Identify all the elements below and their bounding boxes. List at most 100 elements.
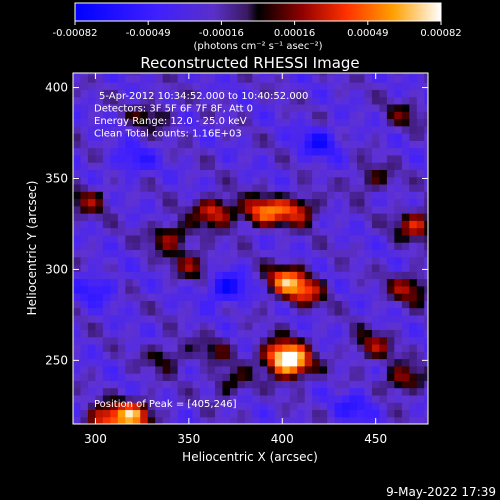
heatmap-cell: [304, 358, 313, 367]
heatmap-cell: [289, 307, 298, 316]
heatmap-cell: [177, 220, 186, 229]
heatmap-cell: [207, 242, 216, 250]
heatmap-cell: [357, 176, 366, 185]
heatmap-cell: [192, 89, 201, 98]
heatmap-cell: [117, 365, 126, 374]
heatmap-cell: [95, 205, 104, 214]
heatmap-cell: [132, 154, 141, 163]
heatmap-cell: [132, 416, 141, 424]
heatmap-cell: [252, 103, 261, 112]
heatmap-cell: [147, 154, 156, 163]
heatmap-cell: [102, 125, 111, 134]
heatmap-cell: [401, 249, 410, 258]
heatmap-cell: [110, 147, 119, 156]
heatmap-cell: [357, 365, 366, 374]
heatmap-cell: [244, 365, 253, 374]
heatmap-cell: [342, 351, 351, 360]
heatmap-cell: [95, 387, 104, 396]
heatmap-cell: [394, 358, 403, 367]
heatmap-cell: [349, 293, 358, 301]
heatmap-cell: [289, 373, 298, 381]
heatmap-cell: [312, 394, 321, 403]
heatmap-cell: [185, 278, 194, 287]
heatmap-cell: [386, 73, 395, 76]
heatmap-cell: [222, 213, 231, 221]
heatmap-cell: [342, 96, 351, 105]
heatmap-cell: [342, 183, 351, 192]
heatmap-cell: [87, 205, 97, 214]
heatmap-cell: [394, 191, 403, 200]
heatmap-cell: [102, 234, 111, 243]
heatmap-cell: [192, 380, 201, 389]
heatmap-cell: [140, 234, 149, 243]
heatmap-cell: [297, 373, 306, 381]
heatmap-cell: [312, 329, 321, 338]
heatmap-cell: [155, 394, 164, 403]
heatmap-cell: [357, 118, 366, 127]
heatmap-cell: [177, 343, 186, 352]
heatmap-cell: [87, 256, 97, 265]
heatmap-cell: [244, 394, 253, 403]
heatmap-cell: [379, 314, 388, 323]
heatmap-cell: [117, 285, 126, 294]
heatmap-cell: [125, 373, 134, 381]
heatmap-cell: [207, 394, 216, 403]
heatmap-cell: [95, 249, 104, 258]
heatmap-cell: [110, 96, 119, 105]
heatmap-cell: [416, 118, 425, 127]
heatmap-cell: [379, 74, 388, 83]
heatmap-cell: [140, 103, 149, 112]
heatmap-cell: [282, 343, 291, 352]
heatmap-cell: [110, 176, 119, 185]
heatmap-cell: [185, 198, 194, 207]
heatmap-cell: [252, 154, 261, 163]
heatmap-cell: [252, 111, 261, 120]
heatmap-cell: [416, 271, 425, 280]
heatmap-cell: [73, 227, 82, 236]
heatmap-cell: [229, 343, 239, 352]
heatmap-cell: [289, 96, 298, 105]
heatmap-cell: [342, 322, 351, 331]
heatmap-cell: [401, 133, 410, 141]
heatmap-cell: [252, 118, 261, 127]
heatmap-cell: [215, 140, 224, 149]
annotation-line: Clean Total counts: 1.16E+03: [94, 129, 242, 140]
heatmap-cell: [274, 74, 283, 83]
heatmap-cell: [147, 213, 156, 221]
heatmap-cell: [80, 307, 89, 316]
heatmap-cell: [334, 373, 343, 381]
heatmap-cell: [312, 322, 321, 331]
heatmap-cell: [394, 416, 403, 424]
heatmap-cell: [177, 73, 186, 76]
heatmap-cell: [207, 409, 216, 418]
heatmap-cell: [222, 278, 231, 287]
heatmap-cell: [73, 358, 82, 367]
heatmap-cell: [267, 285, 276, 294]
heatmap-cell: [170, 293, 179, 301]
heatmap-cell: [207, 74, 216, 83]
heatmap-cell: [222, 263, 231, 272]
heatmap-cell: [185, 373, 194, 381]
heatmap-cell: [327, 314, 336, 323]
annotation-line: Detectors: 3F 5F 6F 7F 8F, Att 0: [94, 104, 253, 115]
heatmap-cell: [297, 409, 306, 418]
heatmap-cell: [327, 227, 336, 236]
heatmap-cell: [200, 147, 209, 156]
heatmap-cell: [155, 249, 164, 258]
heatmap-cell: [95, 191, 104, 200]
heatmap-cell: [401, 394, 410, 403]
heatmap-cell: [327, 329, 336, 338]
heatmap-cell: [125, 133, 134, 141]
heatmap-cell: [192, 336, 201, 345]
heatmap-cell: [394, 322, 403, 331]
heatmap-cell: [207, 176, 216, 185]
heatmap-cell: [87, 147, 97, 156]
heatmap-cell: [177, 162, 186, 170]
heatmap-cell: [192, 285, 201, 294]
heatmap-cell: [222, 336, 231, 345]
heatmap-cell: [237, 162, 246, 170]
heatmap-cell: [267, 256, 276, 265]
heatmap-cell: [117, 103, 126, 112]
heatmap-cell: [274, 103, 283, 112]
heatmap-cell: [282, 307, 291, 316]
